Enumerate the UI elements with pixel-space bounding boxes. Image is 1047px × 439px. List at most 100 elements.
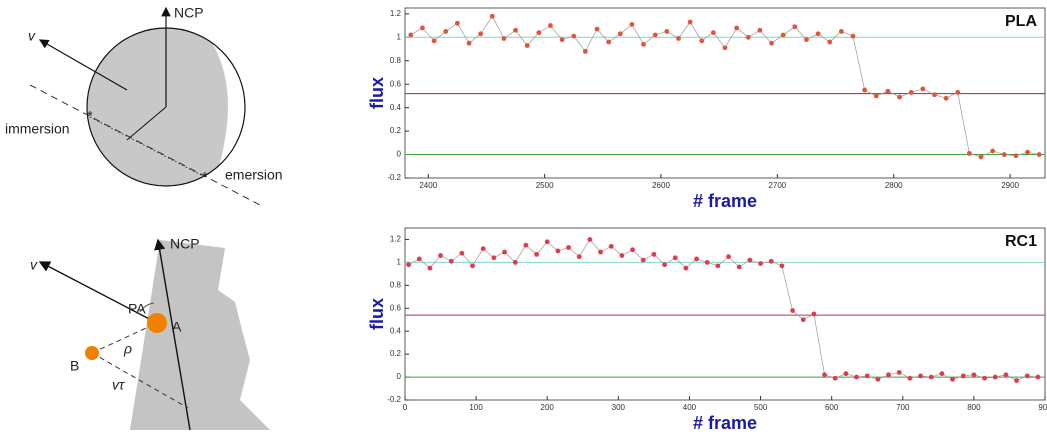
plot-frame <box>404 227 1046 401</box>
x-tick-label: 800 <box>967 403 981 412</box>
data-point <box>768 258 774 264</box>
data-point <box>1025 149 1030 155</box>
data-point <box>502 249 507 255</box>
data-point <box>544 239 550 245</box>
geometry-diagram: NCP v PA A B ρ vτ <box>30 236 270 431</box>
v-arrow <box>38 261 158 324</box>
data-point <box>873 93 879 99</box>
shadow-region <box>87 28 228 186</box>
label: ρ <box>123 341 132 357</box>
data-point <box>822 372 827 378</box>
data-point <box>939 371 945 377</box>
label: NCP <box>170 236 200 252</box>
data-point <box>1024 373 1030 379</box>
label: A <box>172 319 182 335</box>
data-point <box>651 251 657 257</box>
data-point <box>850 33 856 39</box>
data-point <box>594 26 600 32</box>
data-point <box>672 255 678 261</box>
data-point <box>534 251 539 257</box>
star: * <box>87 108 93 124</box>
data-point <box>699 38 705 44</box>
data-point <box>918 373 923 379</box>
data-point <box>664 29 670 34</box>
x-tick-label: 2800 <box>885 181 903 190</box>
data-point <box>641 41 646 47</box>
data-point <box>747 257 753 263</box>
data-point <box>470 263 475 269</box>
data-point <box>466 40 472 46</box>
data-point <box>489 13 495 19</box>
vtau-line <box>91 352 189 409</box>
chord <box>89 116 206 178</box>
data-point <box>804 37 809 43</box>
label: v <box>30 257 38 273</box>
data-point <box>722 45 728 51</box>
data-point <box>736 264 742 270</box>
data-point <box>454 20 460 26</box>
data-point <box>982 375 987 381</box>
data-point <box>683 265 689 271</box>
y-tick-label: -0.2 <box>387 395 401 404</box>
data-point <box>955 90 961 95</box>
data-point <box>448 258 454 264</box>
y-tick-label: 0.8 <box>390 280 402 289</box>
data-point <box>854 374 859 380</box>
x-tick-label: 2400 <box>419 181 437 190</box>
data-point <box>862 87 868 93</box>
data-point <box>1013 153 1019 159</box>
data-point <box>811 311 817 317</box>
data-point <box>960 373 966 379</box>
data-point <box>438 253 443 258</box>
data-point <box>992 374 998 380</box>
y-axis-label: flux <box>367 77 387 109</box>
limb <box>130 240 270 430</box>
data-point <box>606 39 612 45</box>
radius <box>126 106 167 141</box>
data-point <box>1035 374 1041 380</box>
occultation-diagram: * * NCP v immersion emersion <box>5 5 283 206</box>
y-tick-label: 0.6 <box>390 303 402 312</box>
y-tick-label: 0.4 <box>390 103 402 112</box>
data-point <box>745 34 751 40</box>
x-tick-label: 900 <box>1038 403 1047 412</box>
label: NCP <box>174 5 204 21</box>
data-point <box>406 262 411 268</box>
data-point <box>630 247 635 253</box>
data-point <box>838 29 844 34</box>
data-point <box>715 263 721 269</box>
y-axis-label: flux <box>367 298 387 330</box>
data-point <box>559 37 565 43</box>
data-point <box>652 32 658 38</box>
x-tick-label: 0 <box>403 403 408 412</box>
chart-title: PLA <box>1005 13 1037 30</box>
data-point <box>480 246 486 252</box>
data-point <box>629 22 635 27</box>
y-tick-label: 0 <box>397 150 402 159</box>
data-point <box>566 245 571 250</box>
y-tick-label: 1 <box>397 258 402 267</box>
data-point <box>790 308 795 313</box>
data-point <box>757 27 763 33</box>
data-point <box>966 150 972 156</box>
x-tick-label: 600 <box>825 403 839 412</box>
data-point <box>548 23 553 28</box>
y-tick-label: 1 <box>397 32 402 41</box>
data-point <box>885 88 891 94</box>
data-point <box>694 256 699 262</box>
data-point <box>408 32 414 38</box>
data-point <box>555 248 561 254</box>
data-point <box>800 317 806 323</box>
data-point <box>832 375 838 381</box>
data-point <box>1014 378 1019 383</box>
data-point <box>1036 152 1042 157</box>
data-point <box>478 31 484 37</box>
data-point <box>769 40 774 46</box>
x-tick-label: 400 <box>683 403 697 412</box>
x-tick-label: 2500 <box>536 181 554 190</box>
data-point <box>932 92 937 98</box>
light-curve-chart: -0.200.20.40.60.811.20 100 200 300 400 500 600… <box>367 227 1047 433</box>
x-axis-label: # frame <box>693 413 757 433</box>
light-curve-chart: -0.2 0 0.2 0.4 0.6 0.8 1 1.2 2400 2500 2600 2700 280… <box>367 7 1046 211</box>
